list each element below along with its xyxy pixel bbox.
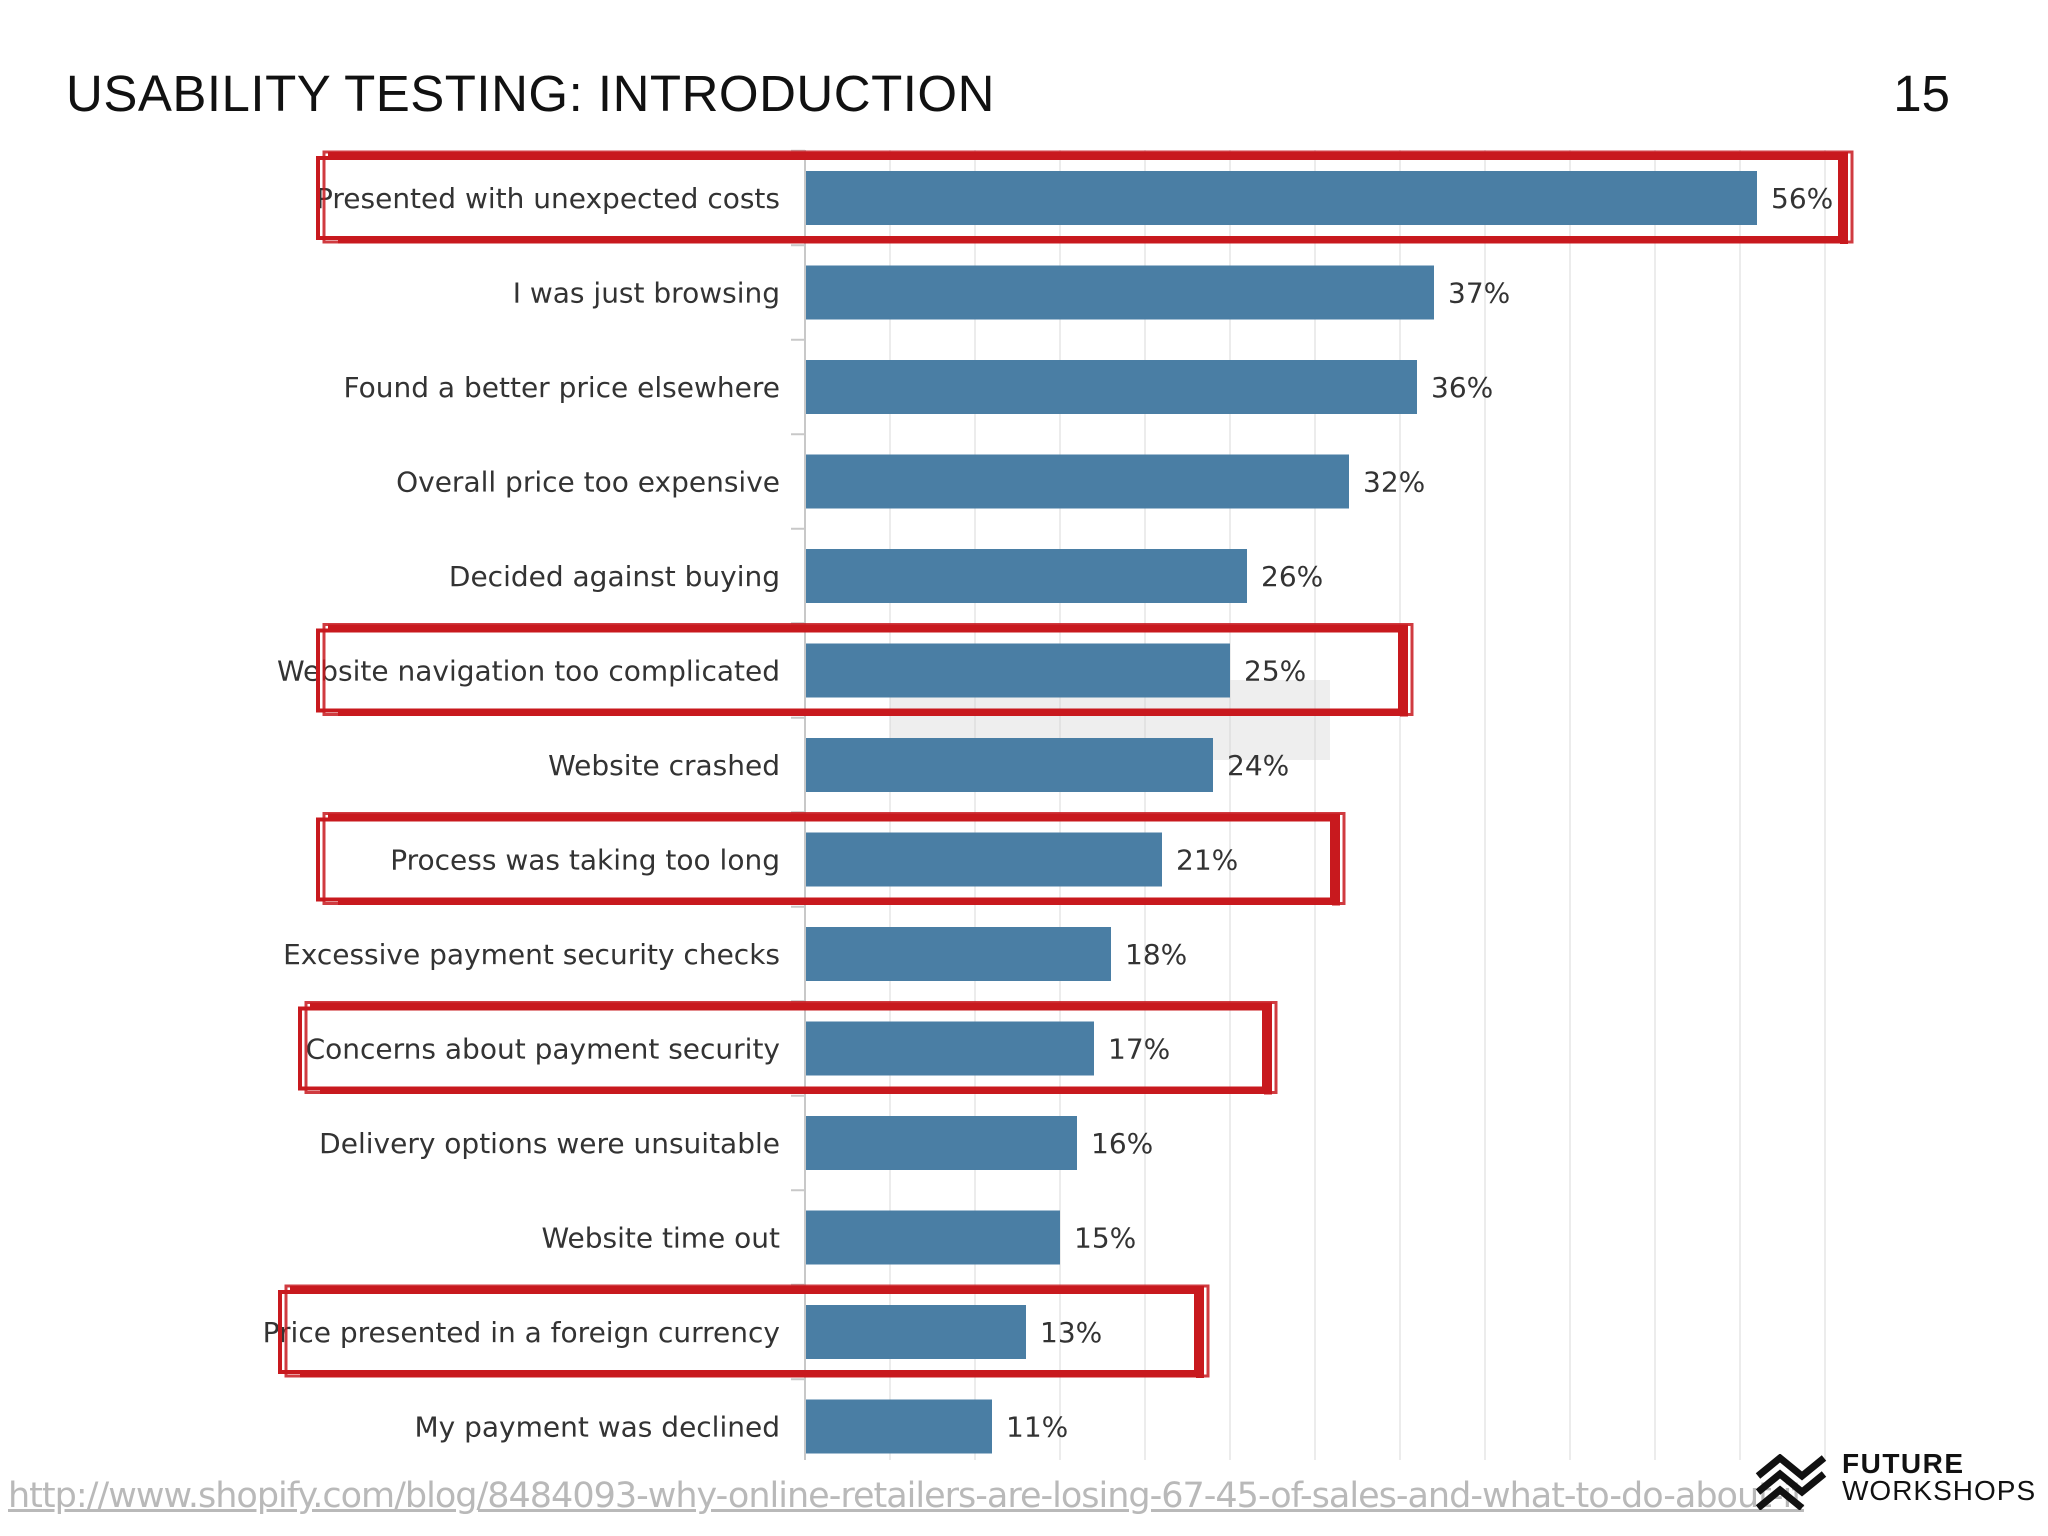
- slide-title: USABILITY TESTING: INTRODUCTION: [66, 65, 995, 122]
- value-label: 26%: [1261, 560, 1323, 593]
- logo-text-line1: FUTURE: [1842, 1448, 1965, 1479]
- bar-5: [805, 549, 1247, 603]
- highlight-box-6: [316, 623, 1414, 717]
- bar-10: [805, 1021, 1094, 1076]
- value-label: 21%: [1176, 844, 1238, 877]
- page-number: 15: [1893, 65, 1950, 122]
- highlight-box-13: [278, 1284, 1210, 1378]
- value-label: 13%: [1040, 1316, 1102, 1349]
- value-label: 11%: [1006, 1411, 1068, 1444]
- highlight-box-10: [298, 1001, 1278, 1095]
- chart-highlights: [278, 150, 1854, 1378]
- value-label: 36%: [1431, 371, 1493, 404]
- value-label: 16%: [1091, 1127, 1153, 1160]
- bar-14: [805, 1399, 992, 1454]
- bar-13: [805, 1305, 1026, 1359]
- value-label: 32%: [1363, 466, 1425, 499]
- category-label: I was just browsing: [513, 277, 780, 310]
- category-label: Excessive payment security checks: [283, 938, 780, 971]
- highlight-box-8: [316, 812, 1346, 906]
- category-label: Process was taking too long: [390, 844, 780, 877]
- category-label: Decided against buying: [449, 560, 780, 593]
- bar-8: [805, 832, 1162, 887]
- bar-4: [805, 454, 1349, 509]
- category-label: Delivery options were unsuitable: [319, 1127, 780, 1160]
- logo-text-line2: WORKSHOPS: [1842, 1475, 2037, 1506]
- category-label: My payment was declined: [414, 1411, 780, 1444]
- bar-6: [805, 643, 1230, 698]
- value-label: 18%: [1125, 938, 1187, 971]
- category-label: Website time out: [541, 1222, 780, 1255]
- category-label: Presented with unexpected costs: [316, 182, 780, 215]
- category-label: Website crashed: [548, 749, 780, 782]
- chart-bars: [805, 171, 1757, 1454]
- source-link[interactable]: http://www.shopify.com/blog/8484093-why-…: [8, 1476, 1805, 1516]
- bar-1: [805, 171, 1757, 225]
- bar-2: [805, 265, 1434, 320]
- bar-9: [805, 927, 1111, 981]
- category-label: Website navigation too complicated: [277, 655, 780, 688]
- value-label: 37%: [1448, 277, 1510, 310]
- value-label: 15%: [1074, 1222, 1136, 1255]
- bar-7: [805, 738, 1213, 792]
- category-label: Concerns about payment security: [306, 1033, 780, 1066]
- category-label: Overall price too expensive: [396, 466, 780, 499]
- bar-3: [805, 360, 1417, 414]
- category-label: Price presented in a foreign currency: [263, 1316, 780, 1349]
- value-label: 56%: [1771, 182, 1833, 215]
- company-logo: FUTURE WORKSHOPS: [1754, 1448, 2044, 1528]
- value-label: 24%: [1227, 749, 1289, 782]
- chart-axis: [791, 149, 806, 1460]
- bar-12: [805, 1210, 1060, 1265]
- bar-11: [805, 1116, 1077, 1170]
- value-label: 25%: [1244, 655, 1306, 688]
- value-label: 17%: [1108, 1033, 1170, 1066]
- category-label: Found a better price elsewhere: [344, 371, 780, 404]
- future-workshops-logo-icon: [1755, 1454, 1827, 1510]
- chart-labels: Presented with unexpected costs 56% I was …: [263, 182, 1834, 1444]
- highlight-box-1: [316, 150, 1854, 244]
